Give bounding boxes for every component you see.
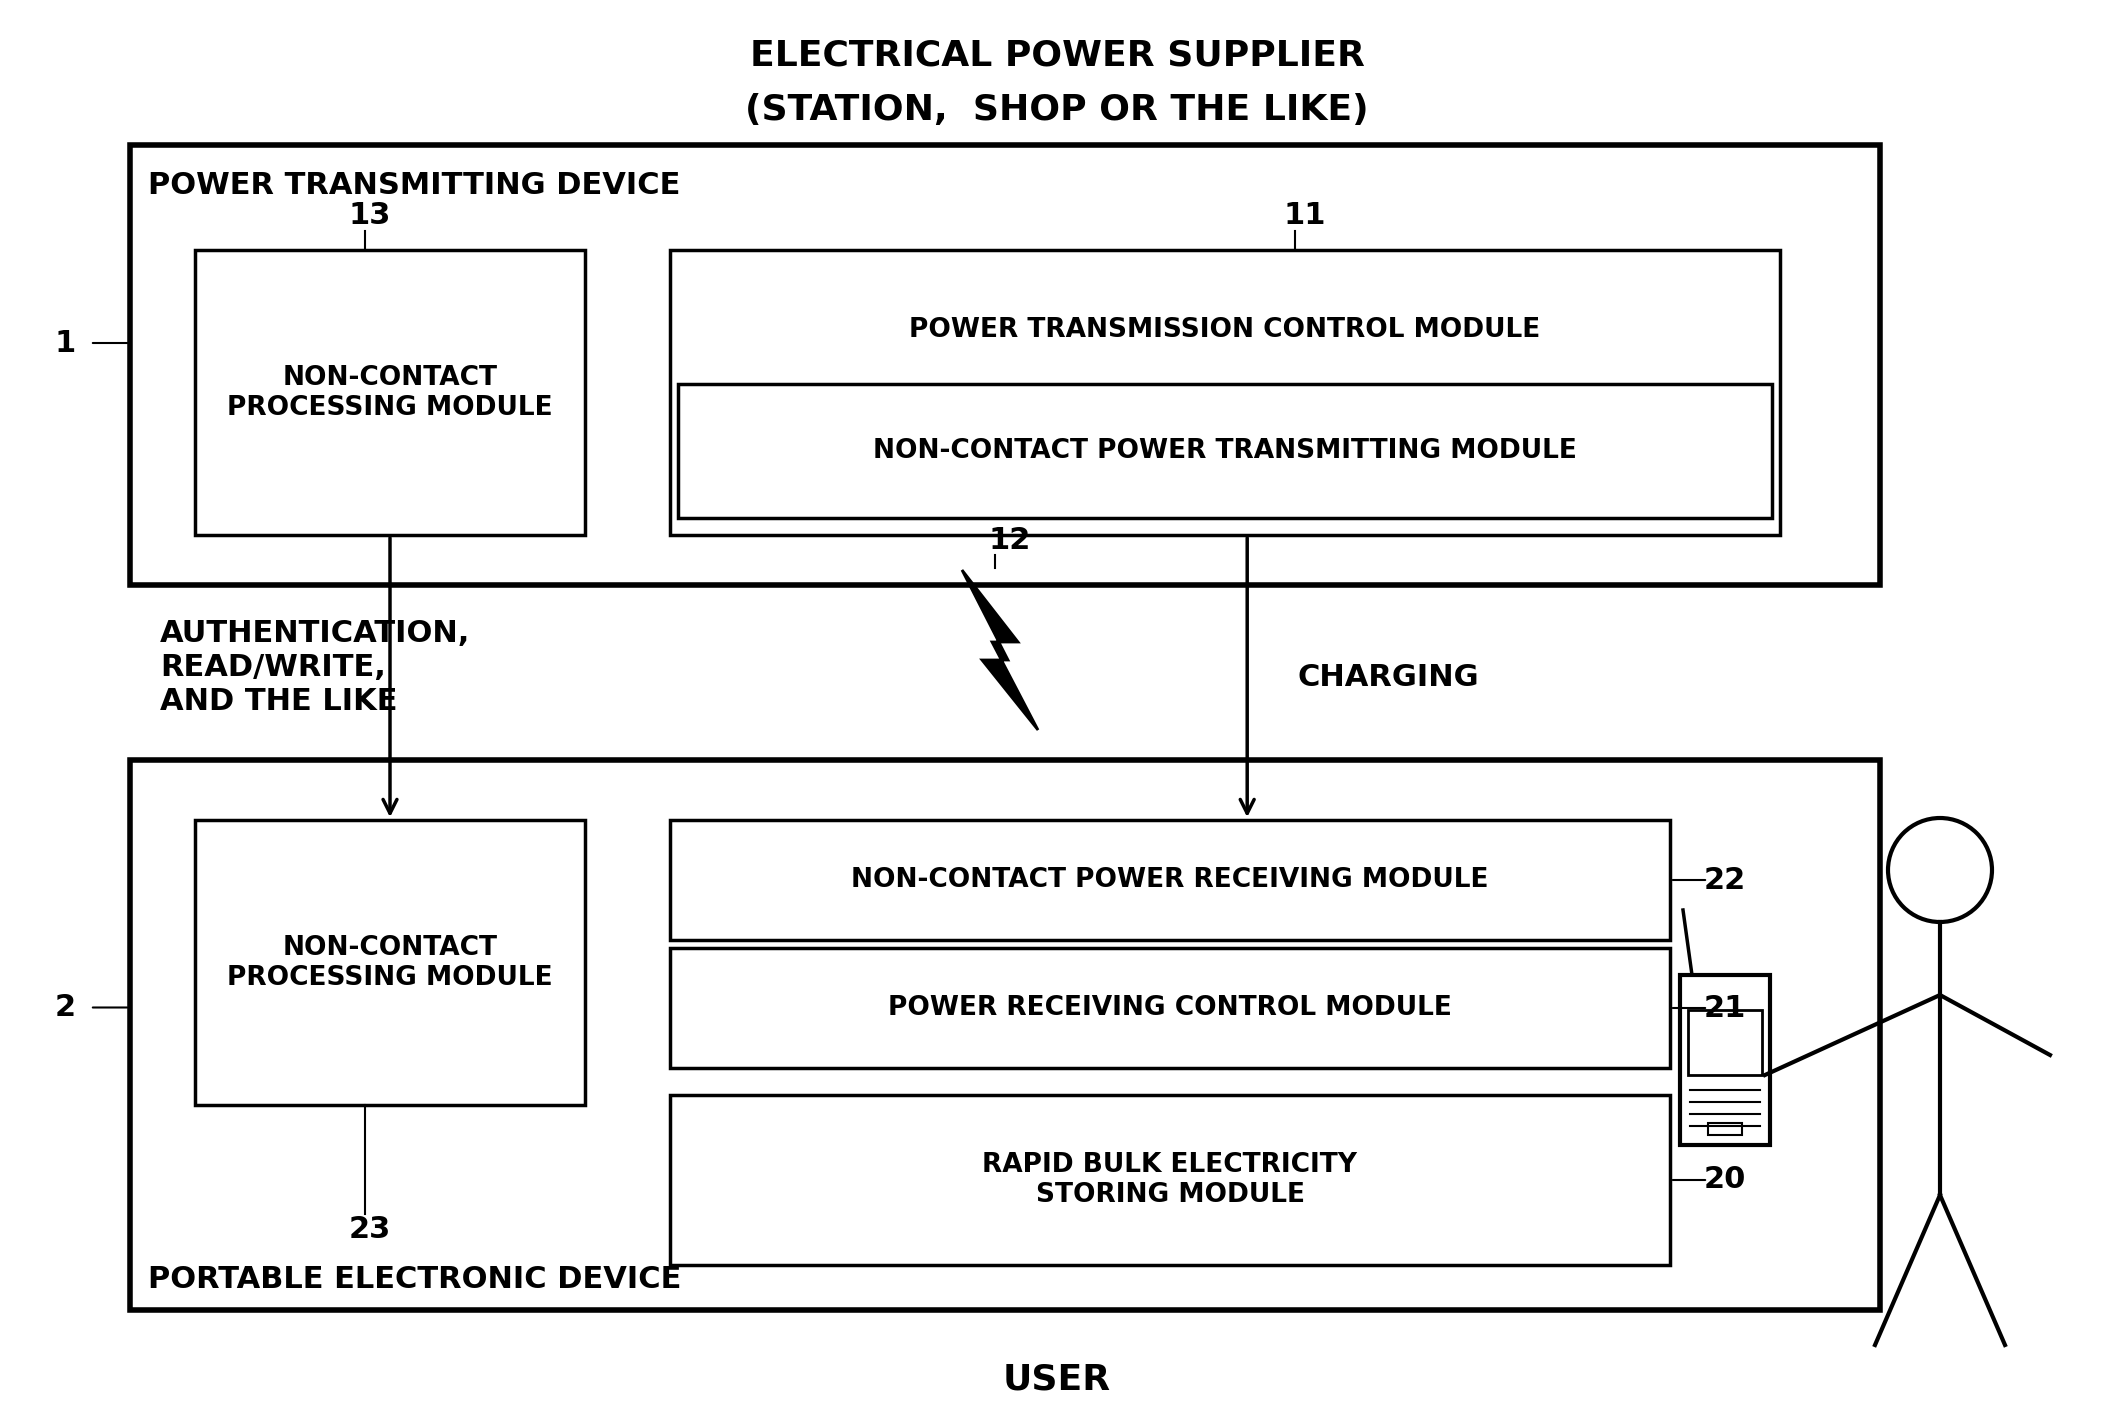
Text: RAPID BULK ELECTRICITY
STORING MODULE: RAPID BULK ELECTRICITY STORING MODULE	[983, 1152, 1358, 1208]
Bar	[1679, 975, 1770, 1145]
Bar	[195, 250, 586, 536]
Text: 20: 20	[1705, 1165, 1747, 1194]
Text: NON-CONTACT POWER RECEIVING MODULE: NON-CONTACT POWER RECEIVING MODULE	[850, 867, 1489, 892]
Bar	[670, 250, 1781, 536]
Text: 1: 1	[55, 328, 76, 357]
Bar	[670, 1095, 1671, 1265]
Text: 22: 22	[1705, 865, 1747, 894]
Bar	[679, 384, 1772, 518]
Bar	[129, 146, 1880, 585]
Text: 13: 13	[349, 200, 391, 230]
Text: 21: 21	[1705, 994, 1747, 1022]
Text: POWER TRANSMITTING DEVICE: POWER TRANSMITTING DEVICE	[148, 170, 681, 200]
Bar	[1709, 1122, 1743, 1135]
Text: NON-CONTACT POWER TRANSMITTING MODULE: NON-CONTACT POWER TRANSMITTING MODULE	[873, 438, 1578, 464]
Bar	[670, 820, 1671, 940]
Text: (STATION,  SHOP OR THE LIKE): (STATION, SHOP OR THE LIKE)	[744, 93, 1368, 127]
Text: CHARGING: CHARGING	[1296, 663, 1478, 693]
Text: USER: USER	[1003, 1362, 1110, 1397]
Text: NON-CONTACT
PROCESSING MODULE: NON-CONTACT PROCESSING MODULE	[226, 364, 552, 420]
Text: NON-CONTACT
PROCESSING MODULE: NON-CONTACT PROCESSING MODULE	[226, 934, 552, 991]
Bar	[195, 820, 586, 1105]
Text: 12: 12	[990, 526, 1032, 554]
Bar	[1688, 1010, 1762, 1075]
Text: PORTABLE ELECTRONIC DEVICE: PORTABLE ELECTRONIC DEVICE	[148, 1265, 681, 1295]
Text: ELECTRICAL POWER SUPPLIER: ELECTRICAL POWER SUPPLIER	[749, 39, 1364, 71]
Bar	[129, 760, 1880, 1309]
Text: POWER TRANSMISSION CONTROL MODULE: POWER TRANSMISSION CONTROL MODULE	[909, 317, 1540, 343]
Bar	[670, 948, 1671, 1068]
Text: 23: 23	[349, 1215, 391, 1244]
Text: 11: 11	[1284, 200, 1326, 230]
Text: POWER RECEIVING CONTROL MODULE: POWER RECEIVING CONTROL MODULE	[888, 995, 1451, 1021]
Text: 2: 2	[55, 992, 76, 1022]
Polygon shape	[962, 570, 1038, 730]
Text: AUTHENTICATION,
READ/WRITE,
AND THE LIKE: AUTHENTICATION, READ/WRITE, AND THE LIKE	[161, 620, 470, 715]
